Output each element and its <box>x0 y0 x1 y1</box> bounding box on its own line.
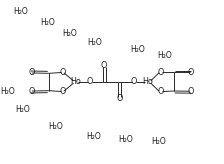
Text: O: O <box>87 78 93 86</box>
Text: H₂O: H₂O <box>87 38 102 47</box>
Text: H₂O: H₂O <box>48 122 63 131</box>
Text: O: O <box>116 94 123 103</box>
Text: O: O <box>187 68 194 77</box>
Text: Ho: Ho <box>142 78 153 86</box>
Text: O: O <box>187 87 194 96</box>
Text: H₂O: H₂O <box>86 132 101 141</box>
Text: H₂O: H₂O <box>0 87 15 96</box>
Text: H₂O: H₂O <box>119 135 134 144</box>
Text: O: O <box>101 61 107 70</box>
Text: O: O <box>28 87 34 95</box>
Text: H₂O: H₂O <box>63 29 78 38</box>
Text: O: O <box>28 69 34 77</box>
Text: O: O <box>59 87 65 96</box>
Text: H₂O: H₂O <box>13 7 28 16</box>
Text: O: O <box>59 68 65 77</box>
Text: H₂O: H₂O <box>15 105 30 114</box>
Text: O: O <box>131 78 137 86</box>
Text: O: O <box>157 68 164 77</box>
Text: H₂O: H₂O <box>151 137 166 146</box>
Text: H₂O: H₂O <box>130 45 145 54</box>
Text: O: O <box>157 87 164 96</box>
Text: Ho: Ho <box>70 78 81 86</box>
Text: H₂O: H₂O <box>157 51 172 60</box>
Text: H₂O: H₂O <box>40 18 55 27</box>
